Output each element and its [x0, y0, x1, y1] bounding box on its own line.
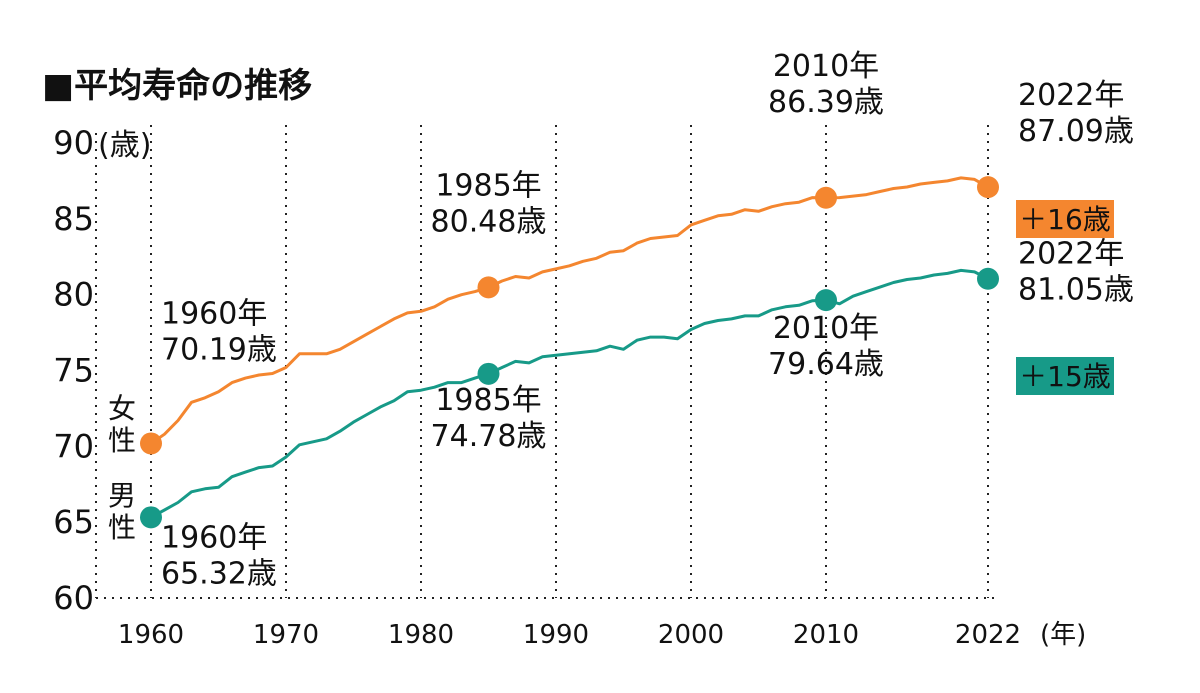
data-point-marker — [477, 362, 500, 385]
series-label-char: 性 — [108, 511, 136, 544]
change-badge-bg — [1016, 200, 1114, 238]
series-label-char: 男 — [108, 479, 136, 512]
data-point-marker — [477, 276, 500, 299]
series-line-female — [150, 176, 989, 445]
change-badge-bg — [1016, 357, 1114, 395]
data-label-value: 81.05歳 — [1018, 273, 1134, 308]
data-label-year: 1960年 — [161, 296, 267, 331]
grid-layer — [95, 125, 1000, 599]
series-line-male — [150, 268, 989, 519]
x-axis-unit: (年) — [1040, 620, 1086, 650]
data-label-year: 2010年 — [773, 311, 879, 346]
y-tick-label: 65 — [53, 503, 94, 541]
series-layer — [140, 176, 999, 529]
data-label-year: 2022年 — [1018, 78, 1124, 113]
change-badge-label: ＋16歳 — [1019, 203, 1111, 236]
axis-layer: 1960 1970 1980 1990 2000 2010 2022 60 65 70 75 80 85… — [53, 124, 1086, 650]
x-tick-label: 1990 — [523, 620, 589, 650]
x-tick-label: 1960 — [118, 620, 184, 650]
data-point-marker — [977, 176, 999, 199]
x-tick-label: 1970 — [253, 620, 319, 650]
data-label-value: 80.48歳 — [431, 204, 547, 239]
data-point-marker — [140, 432, 162, 455]
data-label-year: 1985年 — [435, 383, 541, 418]
data-point-marker — [140, 506, 162, 529]
change-badge-label: ＋15歳 — [1019, 360, 1111, 393]
data-label-value: 87.09歳 — [1018, 114, 1134, 149]
x-tick-label: 1980 — [388, 620, 454, 650]
data-label-value: 65.32歳 — [161, 556, 277, 591]
data-point-marker — [815, 289, 837, 312]
y-tick-label: 60 — [53, 579, 94, 617]
x-tick-label: 2000 — [658, 620, 724, 650]
data-label-year: 1985年 — [435, 168, 541, 203]
data-label-value: 79.64歳 — [768, 347, 884, 382]
y-tick-label: 85 — [53, 200, 94, 238]
data-label-value: 86.39歳 — [768, 85, 884, 120]
data-label-year: 2022年 — [1018, 237, 1124, 272]
y-tick-label: 75 — [53, 352, 94, 390]
data-label-value: 74.78歳 — [431, 419, 547, 454]
data-label-value: 70.19歳 — [161, 332, 277, 367]
y-tick-label: 90 — [53, 124, 94, 162]
y-axis-unit: (歳) — [98, 128, 151, 163]
data-label-year: 1960年 — [161, 520, 267, 555]
y-tick-label: 80 — [53, 276, 94, 314]
x-tick-label: 2022 — [955, 620, 1021, 650]
series-label-char: 女 — [108, 392, 136, 425]
data-label-year: 2010年 — [773, 49, 879, 84]
data-point-marker — [815, 186, 837, 209]
data-point-marker — [977, 267, 999, 290]
x-tick-label: 2010 — [793, 620, 859, 650]
series-label-char: 性 — [108, 424, 136, 457]
chart-title: ■平均寿命の推移 — [42, 66, 313, 106]
y-tick-label: 70 — [53, 427, 94, 465]
